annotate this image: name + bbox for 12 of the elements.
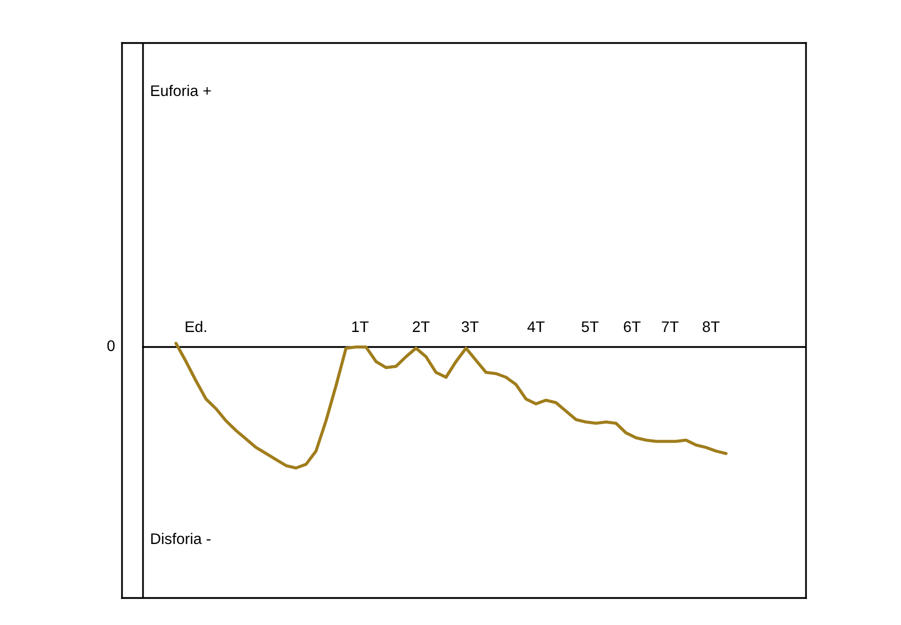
text: 8T	[702, 321, 720, 332]
text: 7T	[662, 321, 679, 332]
text: 5T	[582, 321, 599, 332]
text: Ed.	[186, 320, 206, 332]
text: Disforia -	[151, 532, 210, 544]
text: 3T	[462, 321, 479, 332]
text: 4T	[527, 321, 545, 332]
text: Euforia +	[151, 84, 211, 96]
text: 1T	[352, 321, 369, 332]
text: 2T	[412, 321, 430, 332]
text: 0	[107, 340, 115, 352]
text: 6T	[624, 321, 641, 332]
